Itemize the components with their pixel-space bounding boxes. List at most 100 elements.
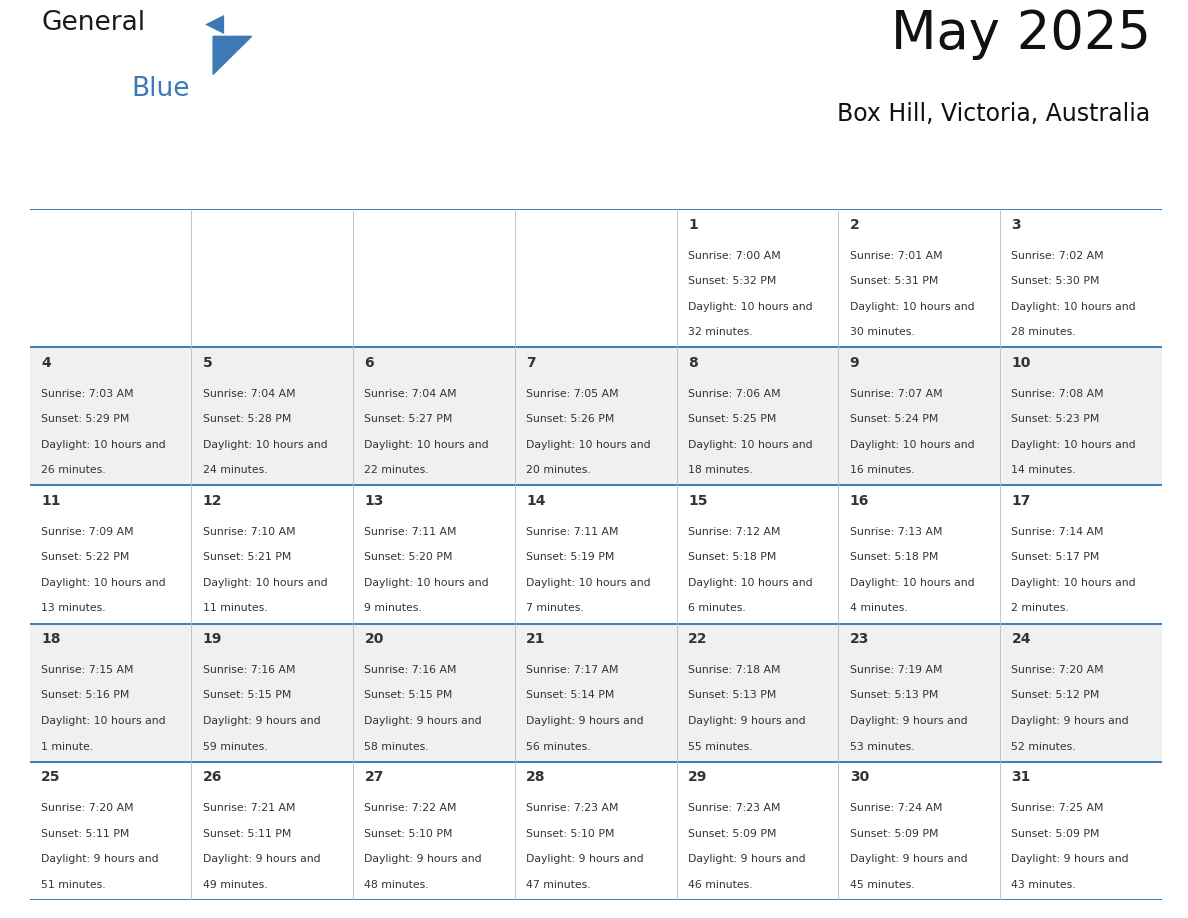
Text: 13: 13: [365, 494, 384, 508]
Text: Daylight: 10 hours and: Daylight: 10 hours and: [688, 578, 813, 588]
Text: Daylight: 10 hours and: Daylight: 10 hours and: [1011, 302, 1136, 312]
Text: Daylight: 10 hours and: Daylight: 10 hours and: [365, 440, 489, 450]
Text: Sunrise: 7:12 AM: Sunrise: 7:12 AM: [688, 527, 781, 537]
Text: 22 minutes.: 22 minutes.: [365, 465, 429, 476]
Text: 45 minutes.: 45 minutes.: [849, 879, 915, 890]
Bar: [30, 486, 1162, 623]
Text: Daylight: 9 hours and: Daylight: 9 hours and: [1011, 716, 1129, 726]
Text: 58 minutes.: 58 minutes.: [365, 742, 429, 752]
Text: Daylight: 10 hours and: Daylight: 10 hours and: [526, 578, 651, 588]
Text: 9: 9: [849, 355, 859, 370]
Text: 17: 17: [1011, 494, 1031, 508]
Text: May 2025: May 2025: [891, 8, 1150, 61]
Text: 26: 26: [203, 770, 222, 784]
Text: 25: 25: [42, 770, 61, 784]
Text: 14: 14: [526, 494, 545, 508]
Text: 31: 31: [1011, 770, 1031, 784]
Text: ◀: ◀: [206, 12, 225, 37]
Text: Sunset: 5:21 PM: Sunset: 5:21 PM: [203, 553, 291, 563]
Text: Sunset: 5:19 PM: Sunset: 5:19 PM: [526, 553, 614, 563]
Text: 3: 3: [1011, 218, 1020, 231]
Text: 24: 24: [1011, 632, 1031, 645]
Text: 30 minutes.: 30 minutes.: [849, 328, 915, 337]
Text: Daylight: 10 hours and: Daylight: 10 hours and: [849, 578, 974, 588]
Text: 56 minutes.: 56 minutes.: [526, 742, 590, 752]
Text: 7: 7: [526, 355, 536, 370]
Text: Daylight: 9 hours and: Daylight: 9 hours and: [42, 854, 159, 864]
Text: Sunset: 5:10 PM: Sunset: 5:10 PM: [526, 829, 614, 838]
Text: Sunrise: 7:17 AM: Sunrise: 7:17 AM: [526, 665, 619, 675]
Text: Monday: Monday: [236, 181, 308, 196]
Text: Sunset: 5:13 PM: Sunset: 5:13 PM: [849, 690, 939, 700]
Text: Sunset: 5:30 PM: Sunset: 5:30 PM: [1011, 276, 1100, 286]
Text: 6 minutes.: 6 minutes.: [688, 603, 746, 613]
Text: Daylight: 9 hours and: Daylight: 9 hours and: [526, 854, 644, 864]
Text: Sunrise: 7:04 AM: Sunrise: 7:04 AM: [365, 389, 457, 398]
Text: Sunrise: 7:24 AM: Sunrise: 7:24 AM: [849, 803, 942, 813]
Text: Sunday: Sunday: [77, 181, 144, 196]
Text: Sunset: 5:31 PM: Sunset: 5:31 PM: [849, 276, 939, 286]
Text: Sunset: 5:09 PM: Sunset: 5:09 PM: [688, 829, 777, 838]
Text: 30: 30: [849, 770, 868, 784]
Text: Sunrise: 7:15 AM: Sunrise: 7:15 AM: [42, 665, 133, 675]
Text: 28: 28: [526, 770, 545, 784]
Text: Sunrise: 7:11 AM: Sunrise: 7:11 AM: [526, 527, 619, 537]
Text: Sunset: 5:25 PM: Sunset: 5:25 PM: [688, 414, 776, 424]
Text: 29: 29: [688, 770, 707, 784]
Text: Daylight: 9 hours and: Daylight: 9 hours and: [1011, 854, 1129, 864]
Text: Daylight: 9 hours and: Daylight: 9 hours and: [203, 854, 321, 864]
Text: Sunset: 5:27 PM: Sunset: 5:27 PM: [365, 414, 453, 424]
Text: Sunrise: 7:23 AM: Sunrise: 7:23 AM: [526, 803, 619, 813]
Text: Daylight: 10 hours and: Daylight: 10 hours and: [849, 440, 974, 450]
Text: Sunset: 5:15 PM: Sunset: 5:15 PM: [203, 690, 291, 700]
Text: 5: 5: [203, 355, 213, 370]
Text: 16 minutes.: 16 minutes.: [849, 465, 915, 476]
Text: Daylight: 10 hours and: Daylight: 10 hours and: [42, 440, 165, 450]
Text: Sunrise: 7:21 AM: Sunrise: 7:21 AM: [203, 803, 296, 813]
Polygon shape: [213, 37, 252, 74]
Text: 2 minutes.: 2 minutes.: [1011, 603, 1069, 613]
Text: Daylight: 10 hours and: Daylight: 10 hours and: [688, 302, 813, 312]
Text: 11 minutes.: 11 minutes.: [203, 603, 267, 613]
Text: Sunrise: 7:14 AM: Sunrise: 7:14 AM: [1011, 527, 1104, 537]
Text: Daylight: 10 hours and: Daylight: 10 hours and: [849, 302, 974, 312]
Text: 49 minutes.: 49 minutes.: [203, 879, 267, 890]
Text: Sunrise: 7:16 AM: Sunrise: 7:16 AM: [203, 665, 296, 675]
Text: Daylight: 10 hours and: Daylight: 10 hours and: [688, 440, 813, 450]
Text: 53 minutes.: 53 minutes.: [849, 742, 915, 752]
Text: 12: 12: [203, 494, 222, 508]
Text: Daylight: 10 hours and: Daylight: 10 hours and: [203, 440, 328, 450]
Text: 55 minutes.: 55 minutes.: [688, 742, 752, 752]
Text: Daylight: 9 hours and: Daylight: 9 hours and: [526, 716, 644, 726]
Text: 13 minutes.: 13 minutes.: [42, 603, 106, 613]
Text: 2: 2: [849, 218, 859, 231]
Text: Friday: Friday: [891, 181, 947, 196]
Bar: [30, 623, 1162, 762]
Text: Daylight: 10 hours and: Daylight: 10 hours and: [42, 578, 165, 588]
Text: 23: 23: [849, 632, 870, 645]
Text: 24 minutes.: 24 minutes.: [203, 465, 267, 476]
Text: Sunrise: 7:13 AM: Sunrise: 7:13 AM: [849, 527, 942, 537]
Text: 20 minutes.: 20 minutes.: [526, 465, 590, 476]
Text: 9 minutes.: 9 minutes.: [365, 603, 422, 613]
Text: 1 minute.: 1 minute.: [42, 742, 93, 752]
Text: Sunset: 5:26 PM: Sunset: 5:26 PM: [526, 414, 614, 424]
Text: Sunset: 5:23 PM: Sunset: 5:23 PM: [1011, 414, 1100, 424]
Text: Sunset: 5:09 PM: Sunset: 5:09 PM: [849, 829, 939, 838]
Text: Daylight: 9 hours and: Daylight: 9 hours and: [365, 716, 482, 726]
Text: Sunset: 5:11 PM: Sunset: 5:11 PM: [42, 829, 129, 838]
Text: Sunset: 5:13 PM: Sunset: 5:13 PM: [688, 690, 776, 700]
Text: 15: 15: [688, 494, 708, 508]
Text: Sunset: 5:15 PM: Sunset: 5:15 PM: [365, 690, 453, 700]
Text: 22: 22: [688, 632, 708, 645]
Text: Sunrise: 7:20 AM: Sunrise: 7:20 AM: [1011, 665, 1104, 675]
Text: Sunset: 5:16 PM: Sunset: 5:16 PM: [42, 690, 129, 700]
Text: Sunset: 5:28 PM: Sunset: 5:28 PM: [203, 414, 291, 424]
Text: 21: 21: [526, 632, 545, 645]
Text: 26 minutes.: 26 minutes.: [42, 465, 106, 476]
Text: Sunset: 5:32 PM: Sunset: 5:32 PM: [688, 276, 776, 286]
Text: Sunrise: 7:07 AM: Sunrise: 7:07 AM: [849, 389, 942, 398]
Text: 47 minutes.: 47 minutes.: [526, 879, 590, 890]
Text: Sunrise: 7:22 AM: Sunrise: 7:22 AM: [365, 803, 457, 813]
Text: Blue: Blue: [132, 76, 190, 103]
